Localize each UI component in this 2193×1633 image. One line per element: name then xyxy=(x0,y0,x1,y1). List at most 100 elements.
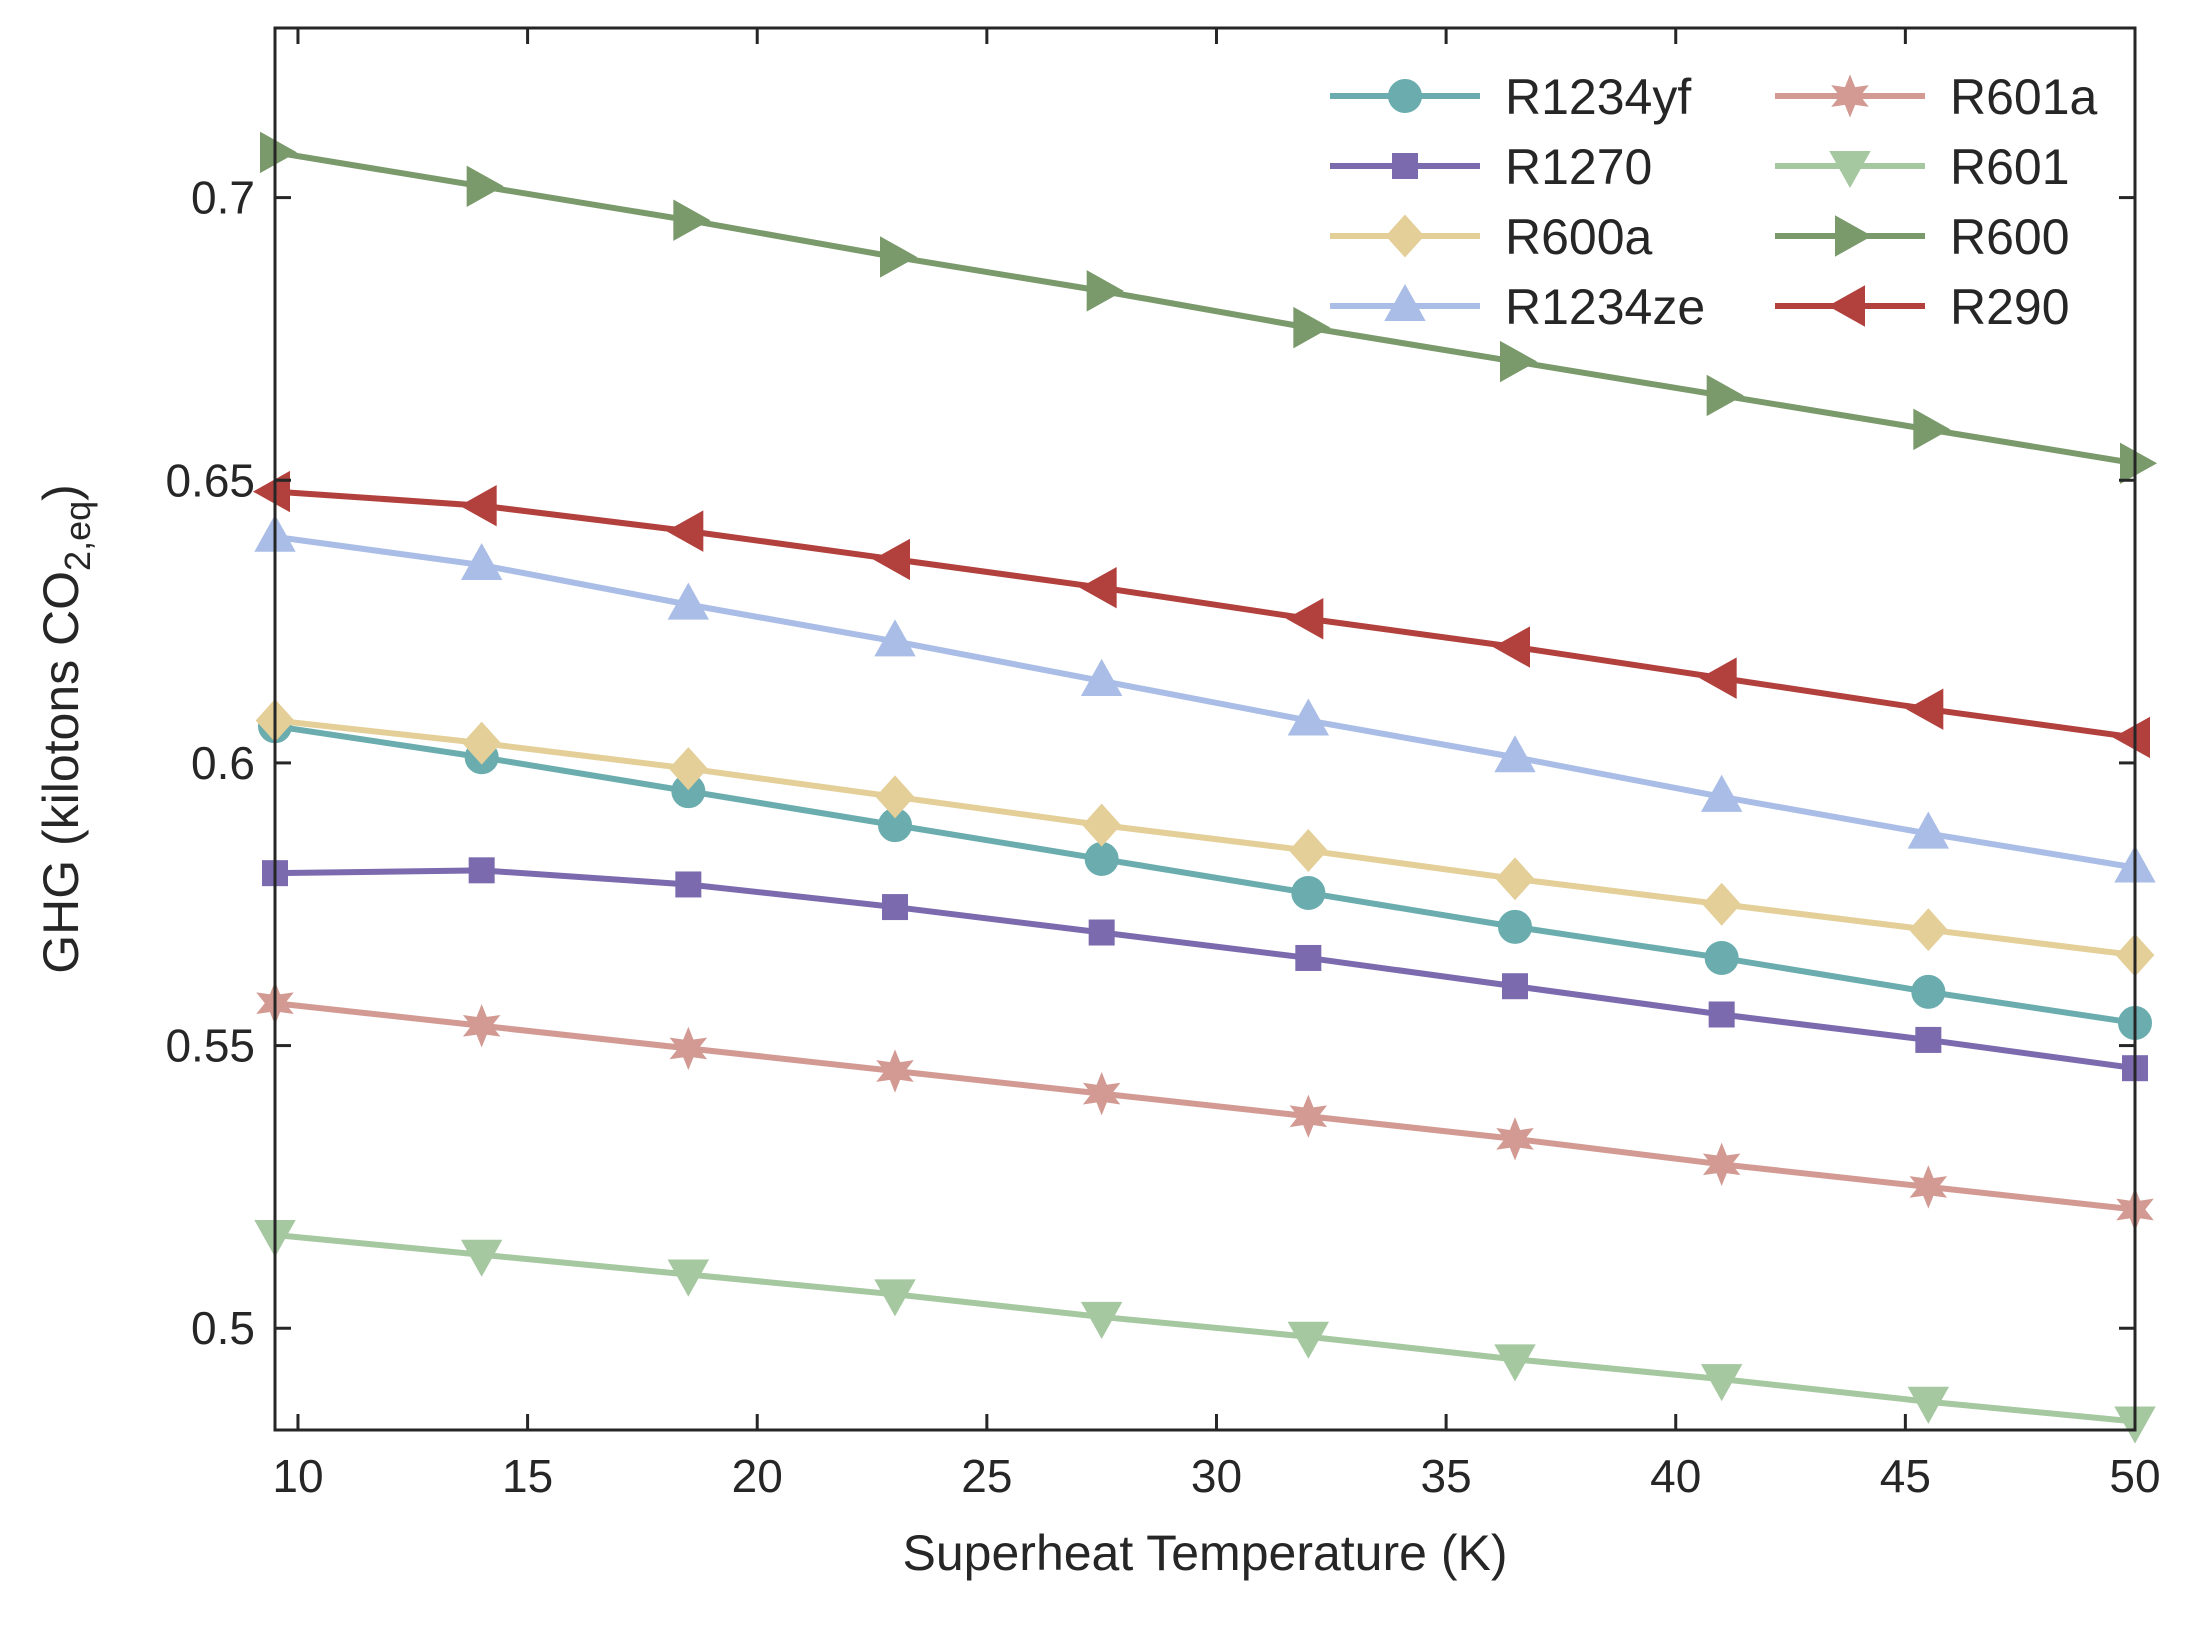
legend-label-r290: R290 xyxy=(1950,279,2070,335)
legend-item-r1234ze: R1234ze xyxy=(1330,279,1705,335)
data-point-r600 xyxy=(2120,442,2158,485)
data-point-r1270 xyxy=(1708,1001,1735,1028)
data-point-r600 xyxy=(880,236,918,278)
legend-item-r1234yf: R1234yf xyxy=(1330,69,1691,125)
data-point-r290 xyxy=(252,470,290,513)
data-point-r1270 xyxy=(1502,973,1528,1000)
data-point-r601a xyxy=(876,1049,914,1093)
legend: R1234yf R1270 R600a R1234ze R601a R601 R600 R29… xyxy=(1330,69,2098,335)
y-tick-label: 0.65 xyxy=(165,454,255,506)
data-point-r1234ze xyxy=(1700,774,1743,812)
data-point-r1234ze xyxy=(1907,811,1950,849)
x-tick-label: 10 xyxy=(272,1450,323,1502)
data-point-r601 xyxy=(667,1259,710,1297)
series-r1234ze xyxy=(254,514,2156,883)
series-line-r600a xyxy=(275,717,2135,959)
y-tick-label: 0.6 xyxy=(191,737,255,789)
x-tick-label: 15 xyxy=(502,1450,553,1502)
data-point-r601a xyxy=(1702,1142,1741,1186)
data-point-r601 xyxy=(460,1239,503,1277)
legend-label-r1270: R1270 xyxy=(1505,139,1652,195)
data-point-r1234yf xyxy=(1498,909,1532,944)
data-point-r290 xyxy=(872,538,910,581)
y-tick-label: 0.55 xyxy=(165,1020,255,1072)
series-line-r601 xyxy=(275,1231,2135,1425)
legend-item-r600a: R600a xyxy=(1330,209,1653,265)
legend-marker xyxy=(1388,79,1422,113)
legend-label-r1234yf: R1234yf xyxy=(1505,69,1691,125)
data-point-r1270 xyxy=(1088,919,1115,946)
data-point-r1270 xyxy=(1915,1026,1942,1053)
data-point-r601 xyxy=(1494,1344,1536,1382)
x-tick-label: 35 xyxy=(1421,1450,1472,1502)
legend-marker xyxy=(1385,214,1425,258)
series-layer xyxy=(252,131,2158,1444)
data-point-r1234yf xyxy=(1704,940,1739,975)
data-point-r600 xyxy=(466,165,504,207)
data-point-r601 xyxy=(874,1279,916,1317)
data-point-r1234ze xyxy=(667,582,710,620)
data-point-r601a xyxy=(1289,1094,1328,1138)
data-point-r600 xyxy=(1293,306,1331,349)
data-point-r601a xyxy=(1909,1165,1948,1209)
data-point-r1234ze xyxy=(1287,698,1330,736)
legend-marker xyxy=(1831,74,1869,118)
data-point-r290 xyxy=(1286,598,1324,640)
series-line-r600 xyxy=(275,149,2135,467)
x-axis-label: Superheat Temperature (K) xyxy=(903,1525,1508,1581)
data-point-r600a xyxy=(462,721,502,765)
series-r290 xyxy=(252,470,2150,759)
plot-frame xyxy=(273,26,2137,1432)
data-point-r601 xyxy=(1287,1321,1330,1359)
series-line-r601a xyxy=(275,1000,2135,1213)
legend-item-r601: R601 xyxy=(1775,139,2070,195)
x-tick-label: 20 xyxy=(732,1450,783,1502)
data-point-r601a xyxy=(1496,1117,1534,1161)
data-point-r600a xyxy=(1908,908,1948,952)
x-tick-label: 30 xyxy=(1191,1450,1242,1502)
data-point-r1234ze xyxy=(460,543,503,581)
data-point-r600a xyxy=(1082,803,1122,847)
data-point-r1234ze xyxy=(1080,658,1123,696)
data-point-r600a xyxy=(1288,829,1328,873)
data-point-r1234yf xyxy=(1291,875,1326,910)
legend-label-r601a: R601a xyxy=(1950,69,2098,125)
data-point-r290 xyxy=(666,510,704,552)
series-line-r290 xyxy=(275,488,2135,741)
legend-marker xyxy=(1392,153,1418,179)
data-point-r600 xyxy=(673,199,711,241)
data-point-r1234yf xyxy=(1911,974,1946,1009)
data-point-r600 xyxy=(260,131,298,174)
data-point-r600 xyxy=(1086,270,1124,312)
series-r600a xyxy=(255,699,2155,977)
legend-label-r601: R601 xyxy=(1950,139,2070,195)
y-tick-label: 0.7 xyxy=(191,172,255,224)
legend-marker xyxy=(1829,151,1871,189)
data-point-r601a xyxy=(462,1004,501,1048)
x-tick-label: 25 xyxy=(961,1450,1012,1502)
y-tick-label: 0.5 xyxy=(191,1302,255,1354)
data-point-r1234yf xyxy=(1084,842,1119,877)
data-point-r600a xyxy=(668,747,708,791)
legend-label-r600a: R600a xyxy=(1505,209,1653,265)
legend-label-r1234ze: R1234ze xyxy=(1505,279,1705,335)
legend-item-r1270: R1270 xyxy=(1330,139,1652,195)
legend-item-r600: R600 xyxy=(1775,209,2070,265)
legend-item-r601a: R601a xyxy=(1775,69,2098,125)
series-line-r1270 xyxy=(275,867,2135,1072)
data-point-r1234ze xyxy=(1494,735,1536,773)
data-point-r601a xyxy=(669,1026,708,1071)
legend-marker xyxy=(1835,215,1873,257)
data-point-r600 xyxy=(1500,340,1538,383)
y-axis-label-suffix: ) xyxy=(33,484,89,501)
data-point-r600a xyxy=(1495,857,1535,901)
data-point-r290 xyxy=(2112,716,2150,759)
data-point-r290 xyxy=(1906,688,1944,730)
y-axis-label-prefix: GHG (kilotons CO xyxy=(33,571,89,974)
data-point-r600a xyxy=(875,775,915,819)
data-point-r1270 xyxy=(675,871,702,898)
legend-marker xyxy=(1384,283,1426,321)
data-point-r290 xyxy=(459,484,497,527)
series-r600 xyxy=(260,131,2158,485)
